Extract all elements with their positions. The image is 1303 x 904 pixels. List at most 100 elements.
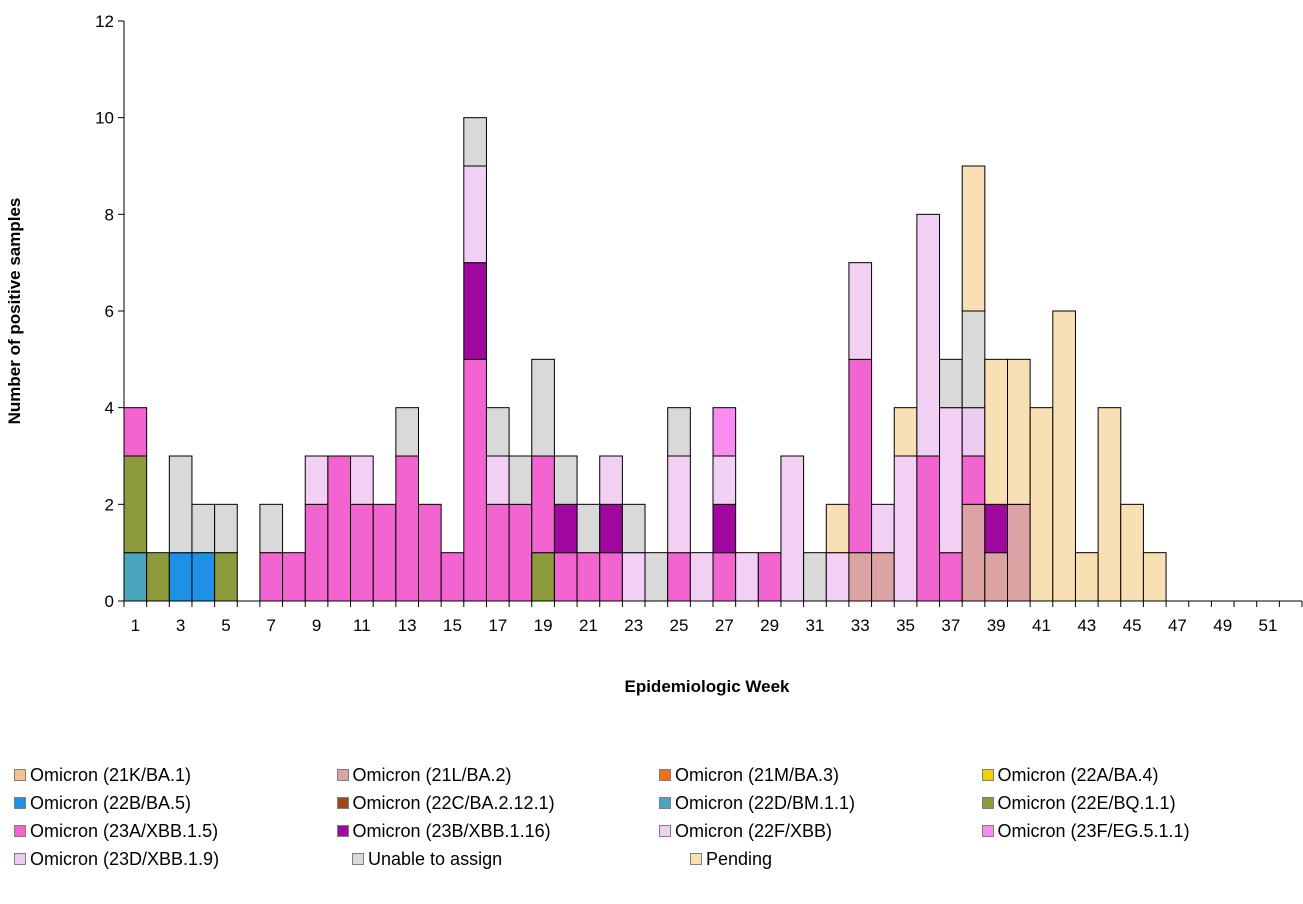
y-tick-label-10: 10 xyxy=(95,109,114,128)
bar-segment-week-30-series-10 xyxy=(780,455,805,602)
x-tick-label-23: 23 xyxy=(624,616,643,635)
y-tick-label-8: 8 xyxy=(105,205,114,224)
x-axis-title: Epidemiologic Week xyxy=(624,677,790,696)
bar-segment-week-33-series-10 xyxy=(848,262,873,360)
bar-segment-week-5-series-7 xyxy=(214,552,238,602)
bar-segment-week-27-series-10 xyxy=(712,455,737,505)
legend-item: Pending xyxy=(690,849,1028,870)
legend-label: Omicron (23D/XBB.1.9) xyxy=(30,848,220,869)
bar-segment-week-20-series-8 xyxy=(553,552,578,602)
bar-segment-week-33-series-8 xyxy=(848,358,873,554)
legend-item: Omicron (22D/BM.1.1) xyxy=(659,793,982,814)
legend-item: Omicron (22F/XBB) xyxy=(659,821,982,842)
bar-segment-week-16-series-10 xyxy=(463,165,487,264)
bar-segment-week-23-series-13 xyxy=(621,503,646,554)
bar-segment-week-22-series-8 xyxy=(599,552,623,602)
x-tick-label-13: 13 xyxy=(398,616,417,635)
x-tick-label-33: 33 xyxy=(851,616,870,635)
x-tick-label-17: 17 xyxy=(488,616,507,635)
legend-row: Omicron (23D/XBB.1.9) Unable to assign Pen… xyxy=(14,845,1303,873)
bar-segment-week-7-series-8 xyxy=(259,552,284,602)
bar-segment-week-4-series-13 xyxy=(191,503,216,554)
legend-label: Omicron (22C/BA.2.12.1) xyxy=(352,792,555,813)
legend-swatch xyxy=(14,797,26,809)
bar-segment-week-46-series-14 xyxy=(1142,552,1167,602)
bar-segment-week-37-series-8 xyxy=(939,552,963,602)
legend-swatch xyxy=(981,825,994,837)
legend-item: Unable to assign xyxy=(352,849,690,870)
bar-segment-week-10-series-8 xyxy=(327,455,352,602)
legend-item: Omicron (23F/EG.5.1.1) xyxy=(981,821,1303,842)
x-tick-label-5: 5 xyxy=(221,616,230,635)
bar-segment-week-1-series-8 xyxy=(123,407,148,457)
legend-swatch xyxy=(336,825,349,837)
legend-label: Omicron (22D/BM.1.1) xyxy=(675,792,856,813)
bar-segment-week-36-series-8 xyxy=(916,455,941,602)
x-tick-label-51: 51 xyxy=(1259,616,1278,635)
bar-segment-week-14-series-8 xyxy=(418,503,442,602)
bar-segment-week-32-series-10 xyxy=(825,552,850,602)
legend-item: Omicron (22C/BA.2.12.1) xyxy=(336,792,660,814)
bar-segment-week-24-series-13 xyxy=(644,552,669,602)
legend-swatch xyxy=(352,853,364,865)
bar-segment-week-13-series-13 xyxy=(395,407,420,457)
bar-segment-week-1-series-6 xyxy=(123,552,148,602)
bar-segment-week-35-series-10 xyxy=(893,455,918,602)
bar-segment-week-17-series-8 xyxy=(485,503,510,602)
chart-legend: Omicron (21K/BA.1) Omicron (21L/BA.2) Omic… xyxy=(14,761,1303,873)
bar-segment-week-15-series-8 xyxy=(440,552,465,602)
bar-segment-week-16-series-13 xyxy=(463,117,487,167)
legend-swatch xyxy=(14,769,26,781)
legend-item: Omicron (21M/BA.3) xyxy=(659,765,982,786)
bar-segment-week-16-series-9 xyxy=(463,262,487,360)
bar-segment-week-19-series-7 xyxy=(531,552,555,602)
bar-segment-week-38-series-8 xyxy=(961,455,986,505)
legend-item: Omicron (23B/XBB.1.16) xyxy=(336,821,660,842)
bar-segment-week-9-series-10 xyxy=(304,455,329,505)
bar-segment-week-3-series-4 xyxy=(168,552,193,602)
bar-segment-week-45-series-14 xyxy=(1120,503,1144,602)
bar-segment-week-25-series-13 xyxy=(667,407,691,457)
legend-swatch xyxy=(981,797,994,809)
legend-item: Omicron (22E/BQ.1.1) xyxy=(981,792,1303,814)
bar-segment-week-32-series-14 xyxy=(825,503,850,554)
bar-segment-week-33-series-1 xyxy=(848,552,873,602)
bar-segment-week-39-series-1 xyxy=(984,552,1008,602)
legend-label: Omicron (23A/XBB.1.5) xyxy=(30,820,219,841)
x-tick-label-49: 49 xyxy=(1213,616,1232,635)
legend-item: Omicron (23A/XBB.1.5) xyxy=(14,821,337,842)
legend-swatch xyxy=(690,853,702,865)
legend-label: Omicron (22E/BQ.1.1) xyxy=(997,792,1176,813)
x-tick-label-35: 35 xyxy=(896,616,915,635)
y-tick-label-4: 4 xyxy=(105,399,114,418)
bar-segment-week-22-series-10 xyxy=(599,455,623,505)
legend-label: Omicron (21M/BA.3) xyxy=(675,764,840,785)
bar-segment-week-39-series-14 xyxy=(984,358,1008,505)
legend-row: Omicron (23A/XBB.1.5) Omicron (23B/XBB.1.… xyxy=(14,817,1303,845)
bar-segment-week-38-series-14 xyxy=(961,165,986,312)
x-tick-label-37: 37 xyxy=(941,616,960,635)
bar-segment-week-21-series-8 xyxy=(576,552,601,602)
bar-segment-week-40-series-14 xyxy=(1007,358,1031,505)
bar-segment-week-42-series-14 xyxy=(1052,310,1076,602)
bar-segment-week-27-series-11 xyxy=(712,407,737,457)
bar-segment-week-37-series-13 xyxy=(939,358,963,409)
bars-layer xyxy=(123,117,1167,602)
legend-row: Omicron (22B/BA.5) Omicron (22C/BA.2.12.1… xyxy=(14,789,1303,817)
x-tick-label-29: 29 xyxy=(760,616,779,635)
legend-label: Pending xyxy=(706,848,773,869)
legend-swatch xyxy=(659,825,671,837)
bar-segment-week-27-series-8 xyxy=(712,552,737,602)
bar-segment-week-5-series-13 xyxy=(214,503,238,554)
bar-segment-week-19-series-8 xyxy=(531,455,555,554)
legend-label: Omicron (22A/BA.4) xyxy=(997,764,1159,785)
legend-swatch xyxy=(981,769,994,781)
bar-segment-week-17-series-10 xyxy=(485,455,510,505)
x-tick-label-43: 43 xyxy=(1077,616,1096,635)
x-tick-label-39: 39 xyxy=(987,616,1006,635)
bar-segment-week-29-series-8 xyxy=(757,552,782,602)
bar-segment-week-31-series-13 xyxy=(803,552,827,602)
bar-segment-week-36-series-10 xyxy=(916,213,941,457)
bar-segment-week-19-series-13 xyxy=(531,358,555,457)
